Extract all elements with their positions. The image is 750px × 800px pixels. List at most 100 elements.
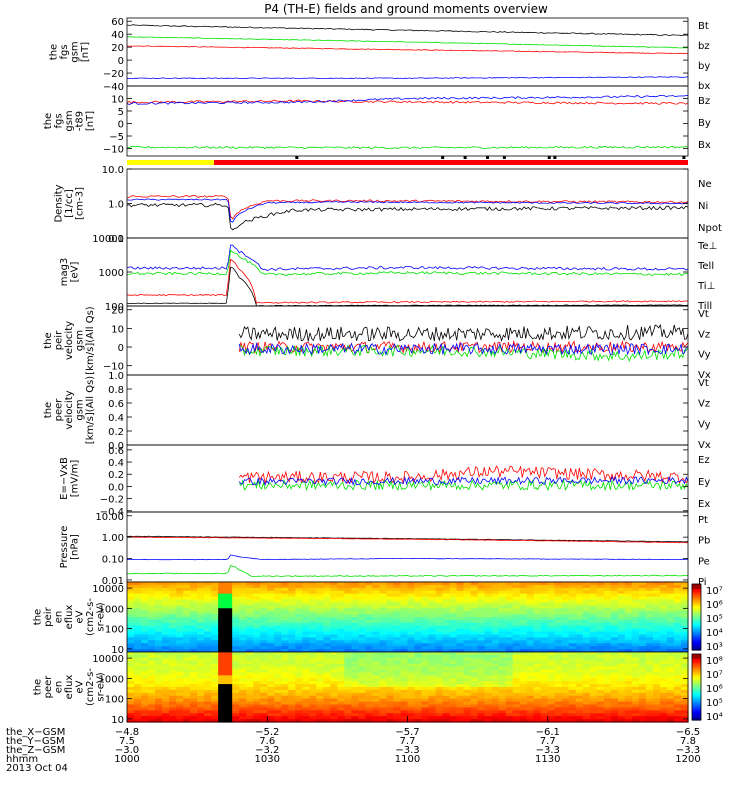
spectrogram-cell: [400, 602, 409, 606]
colorbar-segment: [692, 600, 701, 603]
spectrogram-cell: [197, 663, 205, 668]
spectrogram-cell: [169, 701, 177, 706]
spectrogram-cell: [533, 646, 542, 650]
spectrogram-cell: [449, 582, 458, 586]
legend-entry: Vx: [698, 370, 711, 381]
spectrogram-cell: [673, 634, 682, 639]
spectrogram-cell: [428, 590, 437, 595]
spectrogram-cell: [547, 707, 556, 711]
spectrogram-cell: [568, 692, 577, 697]
spectrogram-cell: [344, 713, 352, 717]
spectrogram-cell: [183, 643, 191, 647]
spectrogram-cell: [393, 652, 402, 656]
spectrogram-cell: [197, 631, 205, 636]
panel-frame: [126, 374, 689, 446]
spectrogram-cell: [491, 704, 500, 709]
spectrogram-cell: [596, 602, 605, 606]
spectrogram-cell: [365, 646, 374, 650]
spectrogram-cell: [491, 669, 500, 674]
spectrogram-cell: [365, 704, 374, 709]
spectrogram-cell: [456, 587, 465, 592]
spectrogram-cell: [610, 628, 619, 633]
spectrogram-cell: [435, 707, 444, 711]
spectrogram-cell: [239, 666, 247, 671]
spectrogram-cell: [288, 593, 296, 598]
spectrogram-cell: [358, 596, 367, 601]
spectrogram-cell: [407, 587, 416, 592]
spectrogram-cell: [225, 590, 233, 595]
spectrogram-cell: [246, 637, 254, 641]
spectrogram-cell: [659, 590, 668, 595]
spectrogram-cell: [176, 684, 184, 688]
spectrogram-cell: [603, 599, 612, 604]
spectrogram-cell: [239, 660, 247, 665]
spectrogram-cell: [232, 707, 240, 711]
spectrogram-cell: [582, 687, 591, 691]
spectrogram-cell: [638, 646, 647, 650]
colorbar-segment: [692, 610, 701, 613]
spectrogram-cell: [281, 687, 289, 691]
spectrogram-cell: [603, 593, 612, 598]
spectrogram-cell: [421, 582, 430, 586]
spectrogram-cell: [351, 695, 360, 700]
spectrogram-cell: [407, 590, 416, 595]
spectrogram-cell: [274, 640, 282, 644]
spectrogram-cell: [610, 599, 619, 604]
spectrogram-cell: [428, 669, 437, 674]
spectrogram-cell: [442, 654, 451, 659]
spectrogram-cell: [666, 678, 675, 682]
spectrogram-cell: [267, 687, 275, 691]
spectrogram-cell: [393, 634, 402, 639]
spectrogram-cell: [435, 716, 444, 720]
spectrogram-cell: [624, 599, 633, 604]
spectrogram-cell: [253, 663, 261, 668]
spectrogram-cell: [617, 634, 626, 639]
y-tick-label: 5: [118, 107, 124, 118]
spectrogram-cell: [232, 666, 240, 671]
spectrogram-cell: [456, 602, 465, 606]
spectrogram-cell: [589, 643, 598, 647]
spectrogram-cell: [162, 684, 170, 688]
colorbar-segment: [692, 612, 701, 615]
spectrogram-cell: [638, 704, 647, 709]
spectrogram-cell: [407, 672, 416, 676]
spectrogram-cell: [197, 625, 205, 630]
spectrogram-cell: [673, 649, 682, 653]
spectrogram-cell: [365, 701, 374, 706]
spectrogram-cell: [617, 637, 626, 641]
spectrogram-cell: [393, 590, 402, 595]
spectrogram-cell: [449, 660, 458, 665]
spectrogram-cell: [631, 652, 640, 656]
spectrogram-cell: [134, 602, 142, 606]
spectrogram-cell: [323, 614, 331, 618]
spectrogram-cell: [652, 710, 661, 714]
spectrogram-cell: [372, 681, 381, 685]
spectrogram-cell: [267, 643, 275, 647]
spectrogram-cell: [428, 689, 437, 694]
y-axis-label: the: [43, 113, 54, 129]
spectrogram-cell: [337, 675, 345, 679]
spectrogram-cell: [589, 684, 598, 688]
spectrogram-cell: [323, 619, 331, 624]
spectrogram-cell: [260, 614, 268, 618]
spectrogram-cell: [267, 660, 275, 665]
spectrogram-cell: [456, 649, 465, 653]
spectrogram-cell: [589, 654, 598, 659]
spectrogram-cell: [148, 622, 156, 627]
spectrogram-cell: [288, 617, 296, 621]
spectrogram-cell: [148, 672, 156, 676]
spectrogram-cell: [547, 663, 556, 668]
spectrogram-cell: [498, 646, 507, 650]
spectrogram-cell: [379, 672, 388, 676]
spectrogram-cell: [421, 689, 430, 694]
spectrogram-cell: [372, 689, 381, 694]
spectrogram-cell: [505, 596, 514, 601]
spectrogram-cell: [603, 637, 612, 641]
spectrogram-cell: [323, 692, 331, 697]
spectrogram-cell: [554, 614, 563, 618]
spectrogram-cell: [267, 640, 275, 644]
spectrogram-cell: [386, 628, 395, 633]
spectrogram-cell: [246, 587, 254, 592]
spectrogram-cell: [197, 599, 205, 604]
spectrogram-cell: [281, 716, 289, 720]
